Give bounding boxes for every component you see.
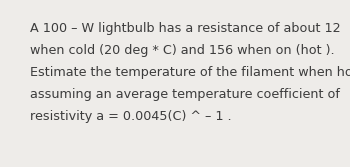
Text: resistivity a = 0.0045(C) ^ – 1 .: resistivity a = 0.0045(C) ^ – 1 . — [30, 110, 232, 123]
Text: when cold (20 deg * C) and 156 when on (hot ).: when cold (20 deg * C) and 156 when on (… — [30, 44, 335, 57]
Text: assuming an average temperature coefficient of: assuming an average temperature coeffici… — [30, 88, 340, 101]
Text: A 100 – W lightbulb has a resistance of about 12: A 100 – W lightbulb has a resistance of … — [30, 22, 341, 35]
Text: Estimate the temperature of the filament when hot: Estimate the temperature of the filament… — [30, 66, 350, 79]
